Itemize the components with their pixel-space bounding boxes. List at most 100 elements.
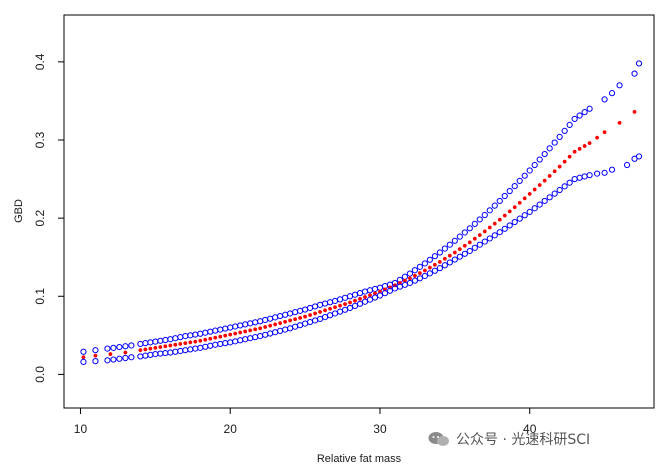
data-point	[511, 183, 518, 190]
data-point	[467, 240, 472, 245]
data-point	[283, 319, 288, 324]
data-point	[296, 307, 304, 314]
data-point	[187, 332, 194, 339]
data-point	[426, 256, 433, 263]
data-point	[501, 225, 508, 232]
watermark: 公众号 · 光速科研SCI	[428, 429, 590, 449]
data-point	[222, 325, 229, 332]
data-point	[197, 344, 204, 351]
data-point	[142, 352, 149, 359]
data-point	[213, 335, 218, 340]
data-point	[417, 271, 422, 276]
data-point	[263, 325, 268, 329]
data-point	[471, 220, 478, 227]
data-point	[572, 149, 577, 154]
data-point	[531, 161, 538, 169]
data-point	[81, 355, 86, 360]
data-point	[293, 317, 298, 322]
data-point	[187, 346, 194, 353]
data-point	[158, 345, 163, 350]
data-point	[516, 215, 523, 222]
data-point	[321, 314, 329, 321]
data-point	[326, 312, 334, 319]
data-point	[422, 268, 427, 273]
data-point	[262, 331, 269, 338]
data-point	[566, 121, 573, 129]
data-point	[552, 169, 557, 174]
data-point	[582, 144, 587, 148]
data-point	[177, 334, 184, 341]
data-point	[282, 311, 289, 318]
data-point	[521, 212, 528, 219]
data-point	[272, 329, 279, 336]
data-point	[253, 327, 258, 332]
data-point	[348, 300, 352, 305]
data-point	[481, 238, 488, 245]
data-point	[262, 316, 269, 324]
data-point	[407, 276, 412, 281]
data-point	[511, 218, 518, 226]
data-point	[80, 348, 87, 355]
data-point	[331, 297, 339, 305]
data-point	[108, 352, 113, 357]
data-point	[526, 208, 533, 215]
y-tick-label: 0.2	[33, 209, 47, 226]
data-point	[476, 241, 483, 248]
data-point	[343, 302, 347, 307]
data-point	[632, 109, 637, 114]
data-point	[282, 326, 289, 333]
data-marks	[80, 60, 643, 366]
data-point	[277, 327, 284, 335]
data-point	[601, 169, 608, 176]
data-point	[361, 298, 369, 305]
data-point	[122, 343, 129, 350]
data-point	[218, 334, 223, 339]
data-point	[381, 290, 389, 297]
data-point	[92, 347, 99, 354]
data-point	[371, 285, 379, 293]
data-point	[346, 304, 354, 312]
data-point	[502, 213, 507, 218]
data-point	[631, 70, 638, 77]
data-point	[202, 343, 209, 350]
data-point	[167, 336, 174, 343]
data-point	[217, 326, 224, 333]
data-point	[461, 250, 468, 257]
data-point	[512, 205, 517, 210]
data-point	[556, 133, 563, 140]
data-point	[152, 338, 159, 345]
data-point	[436, 249, 443, 256]
data-point	[551, 139, 558, 146]
data-point	[527, 191, 532, 196]
data-point	[481, 211, 488, 219]
data-point	[237, 322, 244, 329]
data-point	[472, 236, 477, 241]
data-point	[561, 183, 568, 190]
data-point	[162, 349, 169, 357]
data-point	[257, 318, 264, 325]
x-axis-title: Relative fat mass	[317, 453, 402, 465]
data-point	[178, 341, 183, 346]
data-point	[406, 279, 414, 287]
data-point	[461, 229, 468, 236]
data-point	[492, 221, 497, 226]
data-point	[581, 109, 588, 116]
data-point	[183, 341, 188, 346]
data-point	[507, 209, 512, 214]
data-point	[247, 320, 254, 327]
data-point	[595, 135, 600, 140]
data-point	[358, 296, 362, 301]
data-point	[193, 339, 198, 344]
data-point	[421, 260, 428, 267]
data-point	[208, 336, 213, 341]
data-point	[341, 306, 349, 313]
data-point	[368, 293, 372, 298]
x-tick-label: 40	[523, 422, 537, 436]
y-tick-label: 0.1	[33, 288, 47, 305]
data-point	[80, 358, 87, 366]
data-point	[617, 120, 622, 125]
data-point	[257, 333, 264, 340]
data-point	[406, 270, 414, 277]
data-point	[608, 90, 616, 97]
data-point	[601, 96, 608, 103]
